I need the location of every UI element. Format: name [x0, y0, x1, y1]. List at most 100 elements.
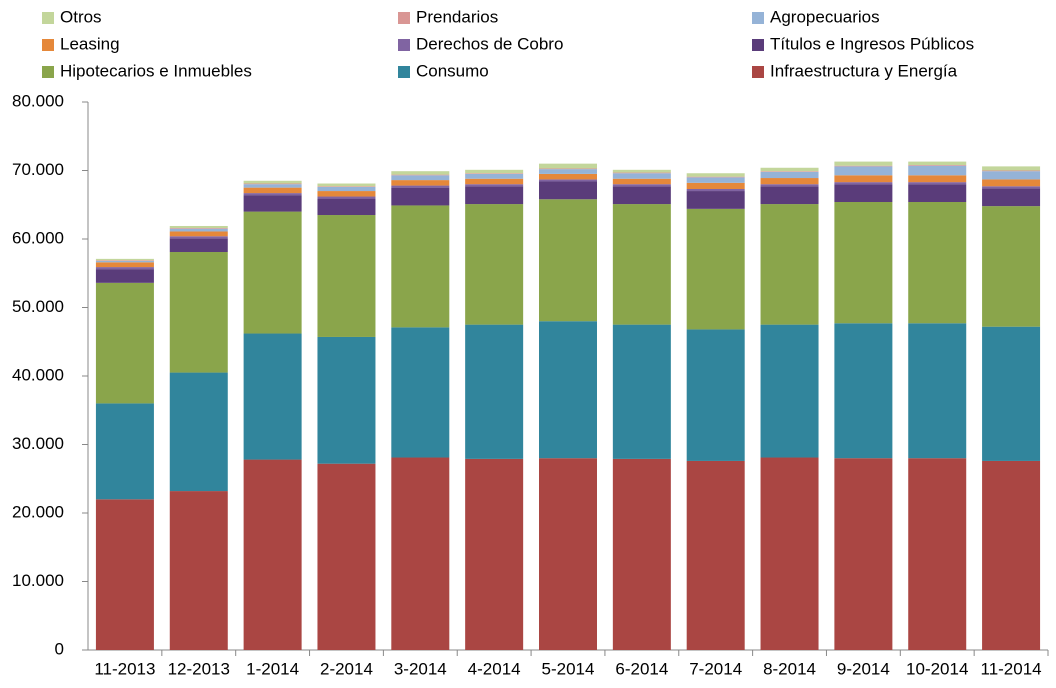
bar-segment [317, 336, 376, 464]
bar-segment [539, 199, 597, 322]
bar-segment [465, 184, 524, 187]
bar-segment [612, 186, 671, 205]
bar-segment [760, 324, 819, 458]
bar-segment [539, 458, 597, 650]
bar-segment [686, 173, 745, 177]
y-tick-label: 60.000 [12, 228, 64, 247]
bar-segment [539, 181, 597, 200]
bar-segment [982, 206, 1041, 327]
legend-label: Hipotecarios e Inmuebles [60, 61, 252, 80]
bar-segment [612, 172, 671, 174]
bar-segment [465, 458, 524, 650]
bar-segment [982, 460, 1041, 650]
x-tick-label: 3-2014 [394, 659, 447, 678]
bar-segment [760, 186, 819, 205]
bar-segment [686, 460, 745, 650]
bar-segment [169, 252, 228, 373]
bar-segment [686, 188, 745, 192]
bar-segment [539, 321, 597, 459]
bar-segment [169, 236, 228, 239]
bar-segment [391, 174, 450, 176]
bar-segment [95, 260, 154, 263]
bar-segment [391, 457, 450, 650]
bar-segment [243, 187, 302, 194]
bar-segment [686, 208, 745, 330]
bar-segment [834, 161, 893, 166]
bar-segment [243, 195, 302, 212]
bar-segment [834, 165, 893, 167]
bar-segment [317, 191, 376, 197]
bar-segment [317, 463, 376, 650]
bar-segment [465, 186, 524, 205]
bar-segment [169, 238, 228, 253]
legend-label: Otros [60, 7, 102, 26]
bar-segment [391, 185, 450, 188]
legend-swatch [752, 39, 764, 51]
y-tick-label: 80.000 [12, 91, 64, 110]
bar-segment [834, 458, 893, 650]
bar-segment [612, 173, 671, 179]
bar-segment [982, 326, 1041, 461]
bar-segment [612, 169, 671, 173]
legend-swatch [752, 12, 764, 24]
y-tick-label: 20.000 [12, 502, 64, 521]
y-tick-label: 10.000 [12, 571, 64, 590]
bar-segment [908, 184, 967, 203]
bar-segment [169, 491, 228, 650]
bar-segment [612, 184, 671, 187]
bar-segment [95, 258, 154, 261]
bar-segment [612, 204, 671, 325]
y-tick-label: 70.000 [12, 160, 64, 179]
bar-segment [243, 184, 302, 188]
bar-segment [95, 267, 154, 270]
bar-segment [760, 178, 819, 185]
bar-segment [169, 372, 228, 492]
bar-segment [243, 333, 302, 460]
x-tick-label: 6-2014 [615, 659, 668, 678]
x-tick-label: 10-2014 [906, 659, 968, 678]
legend-swatch [398, 39, 410, 51]
bar-segment [982, 188, 1041, 207]
bar-segment [686, 329, 745, 461]
legend-label: Leasing [60, 34, 120, 53]
bar-segment [982, 170, 1041, 172]
bar-segment [834, 175, 893, 183]
bar-segment [908, 182, 967, 185]
x-tick-label: 2-2014 [320, 659, 373, 678]
bar-segment [760, 457, 819, 650]
bar-segment [95, 282, 154, 404]
bar-segment [95, 260, 154, 261]
bar-segment [539, 179, 597, 182]
bar-segment [686, 176, 745, 178]
bar-segment [391, 180, 450, 186]
bar-segment [834, 202, 893, 324]
bar-segment [908, 323, 967, 459]
bar-segment [243, 183, 302, 185]
bar-segment [908, 458, 967, 650]
x-tick-label: 1-2014 [246, 659, 299, 678]
bar-segment [539, 169, 597, 174]
x-tick-label: 12-2013 [168, 659, 230, 678]
bar-segment [465, 204, 524, 325]
legend-label: Prendarios [416, 7, 498, 26]
y-tick-label: 30.000 [12, 434, 64, 453]
legend-swatch [398, 12, 410, 24]
bar-segment [95, 499, 154, 650]
legend-swatch [42, 66, 54, 78]
bar-segment [908, 175, 967, 183]
bar-segment [834, 166, 893, 176]
bar-segment [612, 324, 671, 459]
bar-segment [465, 169, 524, 174]
bar-segment [465, 173, 524, 174]
bar-segment [760, 167, 819, 172]
bar-segment [317, 215, 376, 337]
x-tick-label: 11-2014 [981, 659, 1042, 678]
bar-segment [834, 184, 893, 203]
y-tick-label: 40.000 [12, 365, 64, 384]
bar-segment [95, 269, 154, 283]
bar-segment [686, 191, 745, 209]
bar-segment [465, 324, 524, 459]
bar-segment [243, 180, 302, 184]
y-tick-label: 50.000 [12, 297, 64, 316]
